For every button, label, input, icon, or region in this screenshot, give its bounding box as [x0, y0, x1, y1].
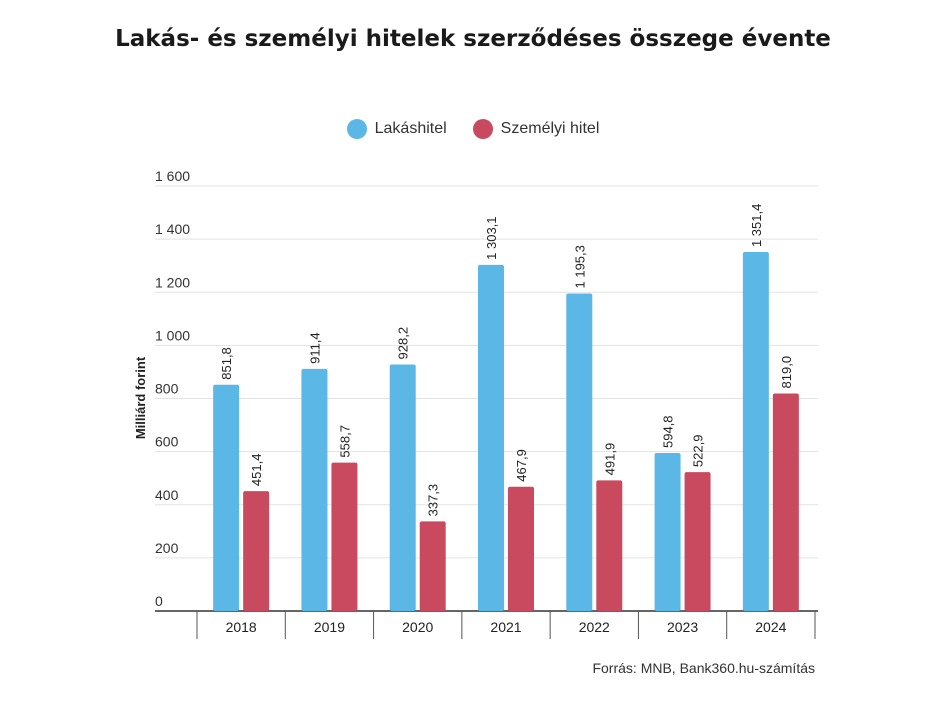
data-label: 491,9 [602, 443, 617, 476]
source-note: Forrás: MNB, Bank360.hu-számítás [592, 660, 815, 676]
bar-lakashitel [389, 364, 416, 611]
bar-lakashitel [478, 264, 504, 611]
y-tick-label: 800 [155, 381, 179, 397]
x-tick-label: 2024 [755, 619, 786, 635]
legend-item-lakashitel: Lakáshitel [346, 119, 447, 139]
bar-lakashitel [654, 453, 681, 611]
bar-szemelyi [508, 486, 534, 611]
y-tick-label: 1 600 [155, 168, 190, 184]
bar-szemelyi [331, 462, 358, 611]
bar-szemelyi [419, 521, 446, 611]
x-tick-label: 2021 [490, 619, 521, 635]
y-tick-label: 400 [155, 487, 179, 503]
legend-item-szemelyi: Személyi hitel [472, 119, 600, 139]
bar-lakashitel [213, 384, 240, 611]
legend-swatch-szemelyi [472, 119, 493, 139]
data-label: 819,0 [779, 356, 794, 389]
bar-szemelyi [596, 480, 623, 611]
data-label: 594,8 [661, 415, 676, 448]
legend-label-szemelyi: Személyi hitel [500, 120, 600, 137]
y-tick-label: 0 [155, 593, 163, 609]
y-tick-label: 1 400 [155, 221, 190, 237]
legend: Lakáshitel Személyi hitel [0, 119, 946, 139]
bar-szemelyi [243, 491, 270, 611]
bar-szemelyi [684, 472, 711, 611]
data-label: 928,2 [396, 327, 411, 360]
data-label: 467,9 [514, 449, 529, 482]
legend-label-lakashitel: Lakáshitel [374, 120, 447, 137]
y-tick-label: 600 [155, 434, 179, 450]
y-axis-label: Milliárd forint [133, 356, 148, 439]
x-tick-label: 2022 [579, 619, 610, 635]
x-tick-label: 2020 [402, 619, 433, 635]
y-tick-label: 1 200 [155, 274, 190, 290]
x-tick-label: 2018 [226, 619, 257, 635]
data-label: 337,3 [426, 484, 441, 517]
y-tick-label: 200 [155, 540, 179, 556]
data-label: 558,7 [337, 425, 352, 458]
y-tick-label: 1 000 [155, 327, 190, 343]
bar-szemelyi [772, 393, 799, 611]
bar-lakashitel [742, 252, 769, 612]
data-label: 1 303,1 [484, 216, 499, 259]
bar-lakashitel [566, 293, 593, 611]
legend-swatch-lakashitel [346, 119, 367, 139]
data-label: 1 195,3 [572, 245, 587, 288]
data-label: 1 351,4 [749, 204, 764, 247]
x-tick-label: 2019 [314, 619, 345, 635]
data-label: 522,9 [691, 435, 706, 468]
data-label: 911,4 [307, 332, 322, 364]
data-label: 451,4 [249, 454, 264, 487]
data-label: 851,8 [219, 347, 234, 380]
x-tick-label: 2023 [667, 619, 698, 635]
bar-lakashitel [301, 368, 328, 611]
chart-title: Lakás- és személyi hitelek szerződéses ö… [115, 26, 831, 52]
